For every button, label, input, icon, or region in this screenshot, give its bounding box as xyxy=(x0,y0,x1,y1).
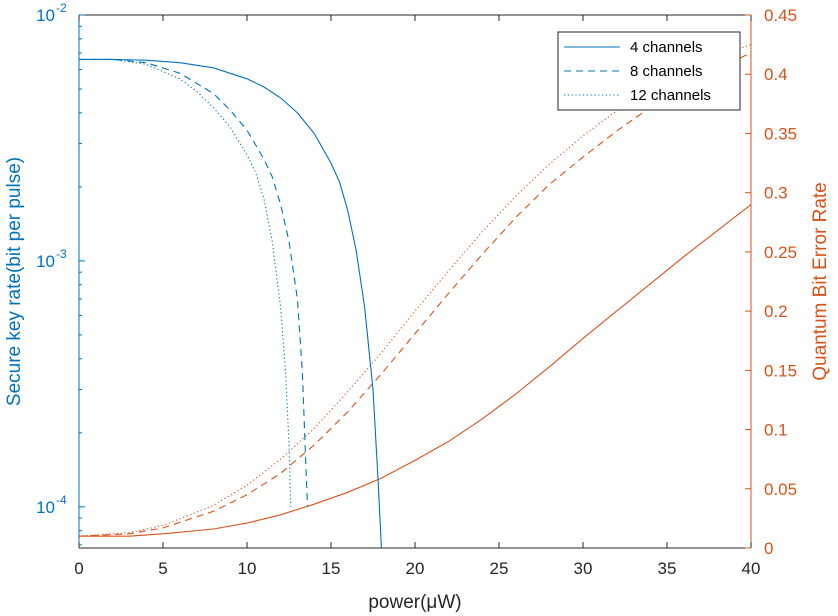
qber-line-4-channels xyxy=(79,204,751,537)
y-right-tick-label: 0.05 xyxy=(764,480,797,499)
tick-exponent: -2 xyxy=(56,1,67,15)
x-axis-title: power(μW) xyxy=(368,592,461,613)
legend-label: 4 channels xyxy=(630,39,703,56)
y-left-tick-label: 10 xyxy=(36,498,55,517)
y-right-tick-label: 0.1 xyxy=(764,421,788,440)
tick-base: 10 xyxy=(36,6,55,25)
y-right-tick-label: 0 xyxy=(764,539,773,558)
tick-exponent: -3 xyxy=(56,247,67,261)
x-tick-label: 15 xyxy=(322,559,341,578)
x-tick-label: 35 xyxy=(658,559,677,578)
x-tick-label: 20 xyxy=(406,559,425,578)
curve-layer xyxy=(79,44,751,548)
x-tick-label: 0 xyxy=(74,559,83,578)
y-left-axis-title: Secure key rate(bit per pulse) xyxy=(4,157,25,406)
tick-base: 10 xyxy=(36,252,55,271)
y-left-tick-label: 10 xyxy=(36,252,55,271)
y-right-tick-label: 0.35 xyxy=(764,124,797,143)
qber-line-8-channels xyxy=(79,52,751,537)
tick-base: 10 xyxy=(36,498,55,517)
x-tick-label: 10 xyxy=(238,559,257,578)
y-right-axis-title: Quantum Bit Error Rate xyxy=(810,182,831,381)
y-right-tick-label: 0.3 xyxy=(764,184,788,203)
legend-label: 12 channels xyxy=(630,87,711,104)
y-right-tick-label: 0.25 xyxy=(764,243,797,262)
legend-label: 8 channels xyxy=(630,63,703,80)
key-rate-line-12-channels xyxy=(79,58,292,507)
y-right-tick-label: 0.45 xyxy=(764,6,797,25)
y-right-tick-label: 0.4 xyxy=(764,65,788,84)
y-left-tick-label: 10 xyxy=(36,6,55,25)
x-tick-label: 30 xyxy=(574,559,593,578)
tick-exponent: -4 xyxy=(56,493,67,507)
x-tick-label: 25 xyxy=(490,559,509,578)
y-right-tick-label: 0.2 xyxy=(764,302,788,321)
key-rate-line-4-channels xyxy=(79,58,382,548)
x-tick-label: 40 xyxy=(742,559,761,578)
x-tick-label: 5 xyxy=(158,559,167,578)
legend[interactable]: 4 channels 8 channels 12 channels xyxy=(557,31,741,111)
y-right-tick-label: 0.15 xyxy=(764,361,797,380)
